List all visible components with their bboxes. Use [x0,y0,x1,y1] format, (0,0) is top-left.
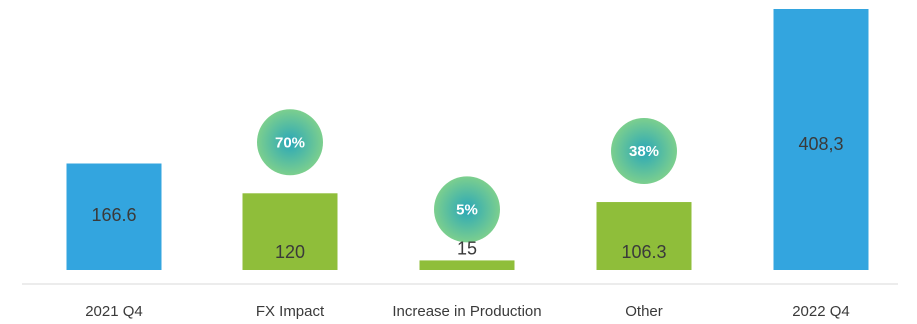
share-badge-label: 38% [629,143,659,160]
category-label-2022-q4: 2022 Q4 [792,303,850,320]
share-badge-other: 38% [611,118,677,185]
bar-fx-impact [242,193,338,270]
value-label-increase-in-production: 15 [457,238,477,258]
value-label-2022-q4: 408,3 [798,134,843,154]
category-label-other: Other [625,303,663,320]
bar-increase-in-production [419,260,515,270]
share-badge-circle [257,109,323,176]
category-label-fx-impact: FX Impact [256,303,325,320]
category-label-increase-in-production: Increase in Production [392,303,541,320]
bar-2022-q4 [773,9,869,270]
value-label-fx-impact: 120 [275,242,305,262]
share-badge-circle [434,176,500,243]
category-label-2021-q4: 2021 Q4 [85,303,143,320]
bar-2021-q4 [66,163,162,270]
share-badge-label: 5% [456,201,478,218]
bar-other [596,202,692,270]
share-badge-circle [611,118,677,185]
share-badge-fx-impact: 70% [257,109,323,176]
share-badge-label: 70% [275,134,305,151]
value-label-other: 106.3 [621,242,666,262]
value-label-2021-q4: 166.6 [91,205,136,225]
share-badge-increase-in-production: 5% [434,176,500,243]
